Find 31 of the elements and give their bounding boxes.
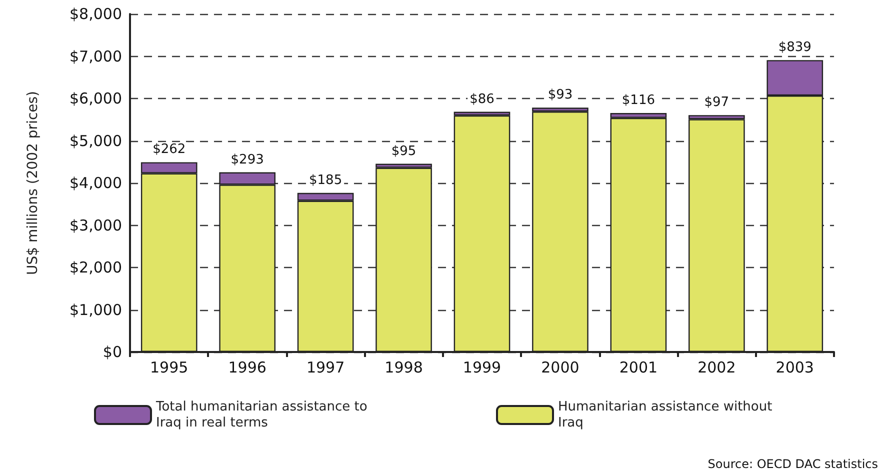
y-tick-label: $3,000 — [70, 216, 122, 234]
data-label: $97 — [704, 95, 730, 110]
y-tick-label: $5,000 — [70, 132, 122, 150]
x-tick-label: 2001 — [619, 358, 658, 376]
x-tick-label: 1996 — [228, 358, 266, 376]
data-label: $293 — [230, 152, 264, 168]
data-label: $262 — [152, 142, 186, 158]
y-tick-label: $2,000 — [70, 258, 122, 276]
legend-label: Total humanitarian assistance to Iraq in real terms — [155, 400, 372, 430]
x-tick-label: 2003 — [776, 358, 814, 376]
y-tick-label: $0 — [102, 343, 122, 361]
x-tick-label: 1999 — [462, 358, 502, 376]
legend-label: Humanitarian assistance without Iraq — [558, 400, 776, 430]
x-tick-label: 2002 — [698, 358, 736, 376]
y-tick-label: $1,000 — [70, 300, 122, 319]
y-tick-label: $6,000 — [70, 90, 122, 108]
data-label: $839 — [778, 40, 812, 56]
x-tick-label: 1997 — [306, 358, 345, 376]
data-label: $86 — [470, 92, 494, 107]
data-label: $116 — [622, 93, 655, 108]
x-tick-label: 2000 — [541, 358, 580, 376]
data-label: $93 — [548, 88, 573, 103]
y-tick-label: $7,000 — [70, 47, 122, 66]
x-tick-label: 1998 — [384, 358, 423, 376]
x-tick-label: 1995 — [150, 358, 188, 376]
data-label: $95 — [391, 144, 416, 159]
source-note: Source: OECD DAC statistics — [708, 457, 878, 471]
y-tick-label: $4,000 — [70, 174, 122, 192]
y-axis-title: US$ millions (2002 prices) — [25, 90, 41, 276]
y-tick-label: $8,000 — [70, 5, 122, 23]
data-label: $185 — [309, 172, 342, 188]
